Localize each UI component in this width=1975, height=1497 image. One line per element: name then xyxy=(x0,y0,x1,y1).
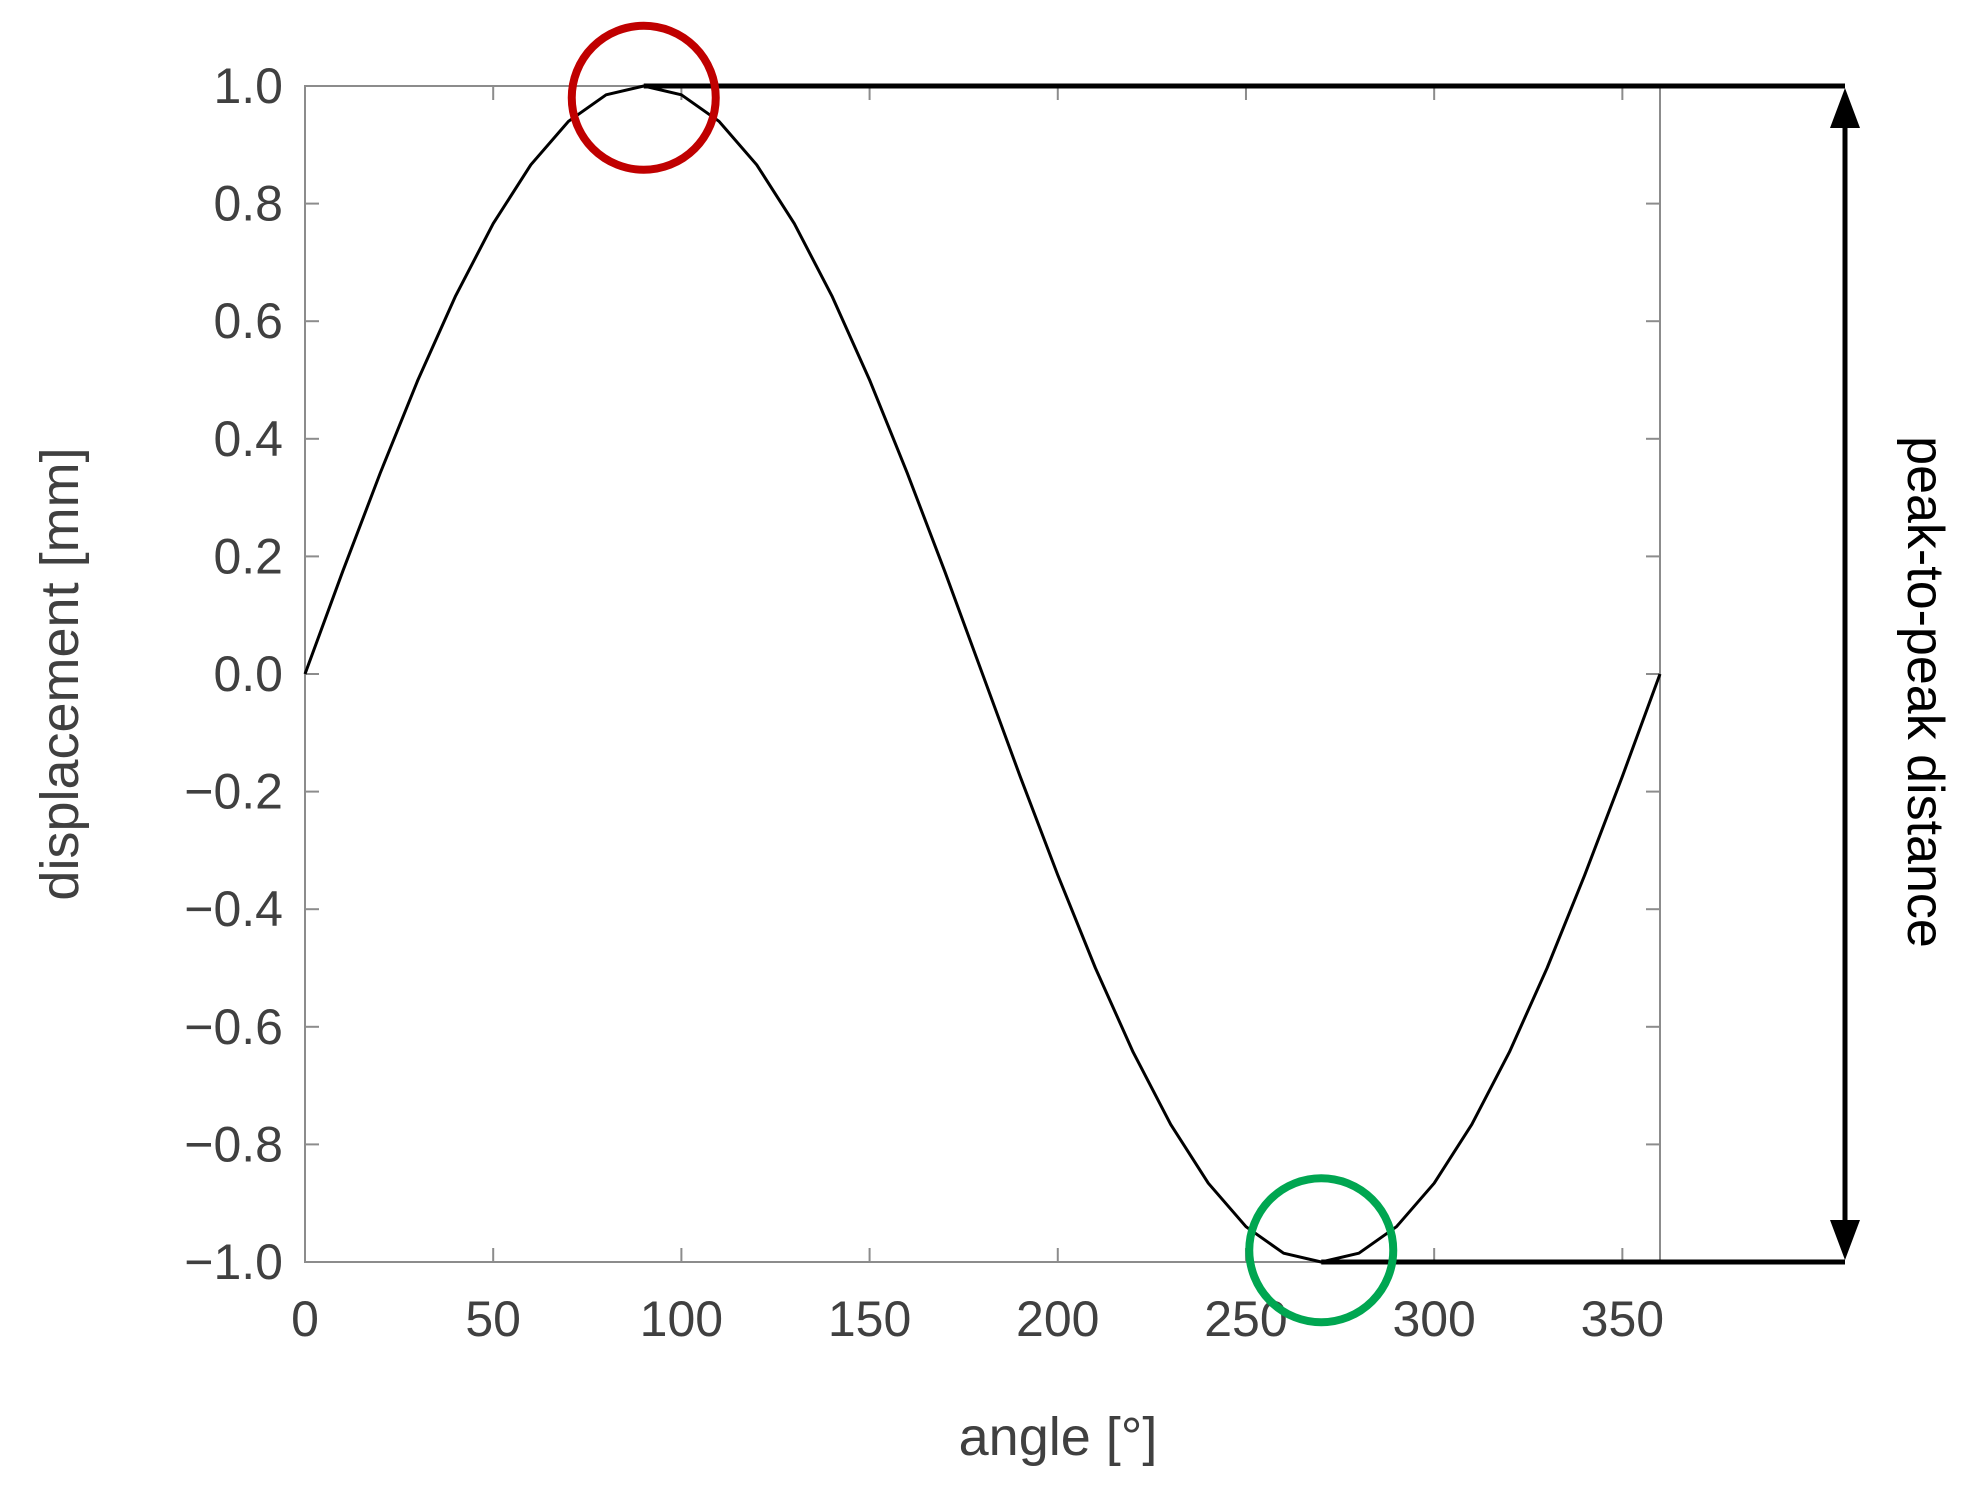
annotations xyxy=(567,21,1860,1327)
x-axis-title: angle [°] xyxy=(959,1407,1158,1467)
y-tick-label: 0.2 xyxy=(213,528,283,584)
y-tick-label: 0.0 xyxy=(213,646,283,702)
y-tick-label: −0.8 xyxy=(184,1116,283,1172)
x-tick-label: 50 xyxy=(465,1291,521,1347)
y-tick-label: −0.2 xyxy=(184,764,283,820)
y-tick-label: 0.4 xyxy=(213,411,283,467)
y-tick-label: −0.6 xyxy=(184,999,283,1055)
series-line xyxy=(303,84,1662,1264)
y-tick-label: 0.6 xyxy=(213,293,283,349)
y-tick-label: 0.8 xyxy=(213,176,283,232)
y-axis-title: displacement [mm] xyxy=(30,447,90,900)
x-tick-label: 100 xyxy=(640,1291,723,1347)
arrowhead-top xyxy=(1830,88,1860,128)
data-lines xyxy=(303,84,1662,1264)
peak-to-peak-label: peak-to-peak distance xyxy=(1896,436,1954,948)
x-tick-label: 350 xyxy=(1581,1291,1664,1347)
arrowhead-bottom xyxy=(1830,1220,1860,1260)
x-tick-labels: 0 50 100 150 200 250 300 350 xyxy=(291,1291,1664,1347)
x-tick-label: 200 xyxy=(1016,1291,1099,1347)
y-tick-label: 1.0 xyxy=(213,58,283,114)
x-tick-label: 250 xyxy=(1204,1291,1287,1347)
y-tick-label: −1.0 xyxy=(184,1234,283,1290)
x-tick-label: 300 xyxy=(1392,1291,1475,1347)
y-tick-label: −0.4 xyxy=(184,881,283,937)
peak-highlight-circle xyxy=(567,21,720,174)
x-tick-label: 0 xyxy=(291,1291,319,1347)
y-tick-labels: 1.0 0.8 0.6 0.4 0.2 0.0 −0.2 −0.4 −0.6 −0.8 −1.0 xyxy=(184,58,283,1290)
x-tick-label: 150 xyxy=(828,1291,911,1347)
x-tick-marks xyxy=(304,86,1624,1262)
trough-highlight-circle xyxy=(1245,1174,1398,1327)
